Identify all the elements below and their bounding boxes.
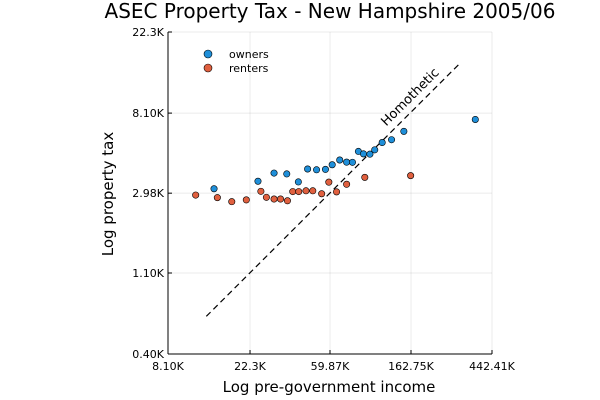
y-tick-label: 2.98K [132,187,164,200]
x-tick-label: 442.41K [469,360,515,373]
data-points [192,115,479,206]
legend-marker-renters [203,63,213,73]
renters-point [333,188,341,196]
renters-point [262,193,270,201]
x-tick-label: 162.75K [388,360,434,373]
owners-point [313,166,321,174]
renters-point [318,190,326,198]
owners-point [471,115,479,123]
renters-point [343,180,351,188]
chart-title: ASEC Property Tax - New Hampshire 2005/0… [105,0,556,23]
x-axis-title: Log pre-government income [223,378,436,396]
owners-point [254,177,262,185]
owners-point [348,158,356,166]
homothetic-reference-line: Homothetic [205,62,461,317]
renters-point [295,188,303,196]
renters-point [242,196,250,204]
renters-point [228,198,236,206]
y-tick-label: 8.10K [132,107,164,120]
axis-ticks: 8.10K 22.3K 59.87K 162.75K 442.41K 0.40K 1.10K… [132,26,515,373]
renters-point [192,191,200,199]
owners-point [336,156,344,164]
renters-point [213,194,221,202]
homothetic-line [205,62,461,317]
x-tick-label: 59.87K [311,360,350,373]
owners-point [294,178,302,186]
y-tick-label: 22.3K [132,26,164,39]
owners-point [359,150,367,158]
renters-point [277,195,285,203]
x-tick-label: 22.3K [234,360,266,373]
owners-point [321,165,329,173]
renters-point [309,187,317,195]
y-tick-label: 0.40K [132,348,164,361]
legend-label-owners: owners [229,48,269,61]
owners-point [304,165,312,173]
owners-point [378,139,386,147]
owners-point [388,136,396,144]
renters-point [270,195,278,203]
owners-point [328,161,336,169]
legend-label-renters: renters [229,62,269,75]
owners-point [400,127,408,135]
owners-point [371,146,379,154]
renters-point [257,187,265,195]
owners-point [366,150,374,158]
owners-point [283,170,291,178]
owners-point [343,158,351,166]
y-tick-label: 1.10K [132,267,164,280]
renters-point [289,188,297,196]
renters-point [325,178,333,186]
owners-point [270,169,278,177]
legend-marker-owners [203,49,213,59]
owners-point [210,185,218,193]
renters-point [302,187,310,195]
x-tick-label: 8.10K [152,360,184,373]
y-axis-title: Log property tax [99,132,117,257]
renters-point [407,172,415,180]
renters-point [283,197,291,205]
renters-point [361,173,369,181]
